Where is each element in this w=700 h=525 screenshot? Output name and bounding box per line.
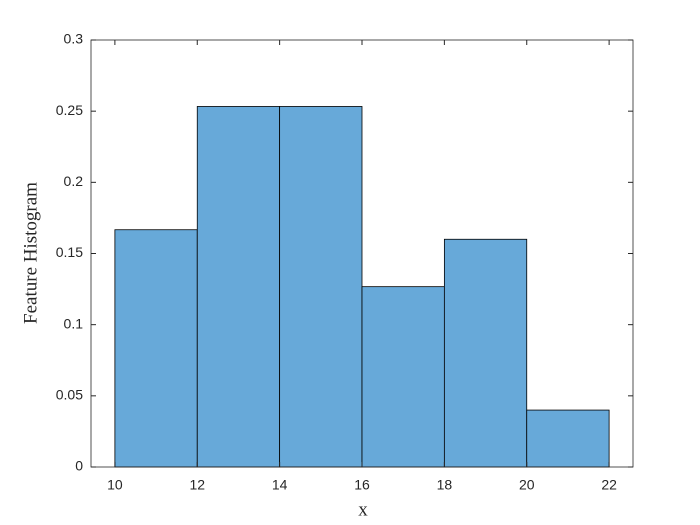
- bar: [443, 238, 528, 468]
- y-tick-label: 0.1: [64, 315, 84, 331]
- x-tick-label: 10: [107, 477, 123, 493]
- y-axis-label: Feature Histogram: [20, 182, 41, 324]
- x-tick-label: 14: [272, 477, 288, 493]
- x-tick-label: 16: [354, 477, 370, 493]
- bar: [361, 286, 445, 468]
- bar: [526, 409, 610, 468]
- y-tick-label: 0.3: [64, 31, 84, 47]
- x-tick-label: 22: [601, 477, 617, 493]
- y-tick-label: 0.2: [64, 173, 84, 189]
- bar: [196, 106, 281, 468]
- y-tick-label: 0: [75, 458, 83, 474]
- y-tick-label: 0.15: [56, 244, 83, 260]
- bar: [114, 229, 198, 468]
- y-tick-label: 0.05: [56, 387, 83, 403]
- x-tick-label: 12: [189, 477, 205, 493]
- x-tick-label: 20: [519, 477, 535, 493]
- bar: [279, 106, 363, 468]
- x-axis-label: x: [358, 499, 368, 520]
- x-tick-label: 18: [437, 477, 453, 493]
- y-tick-label: 0.25: [56, 102, 83, 118]
